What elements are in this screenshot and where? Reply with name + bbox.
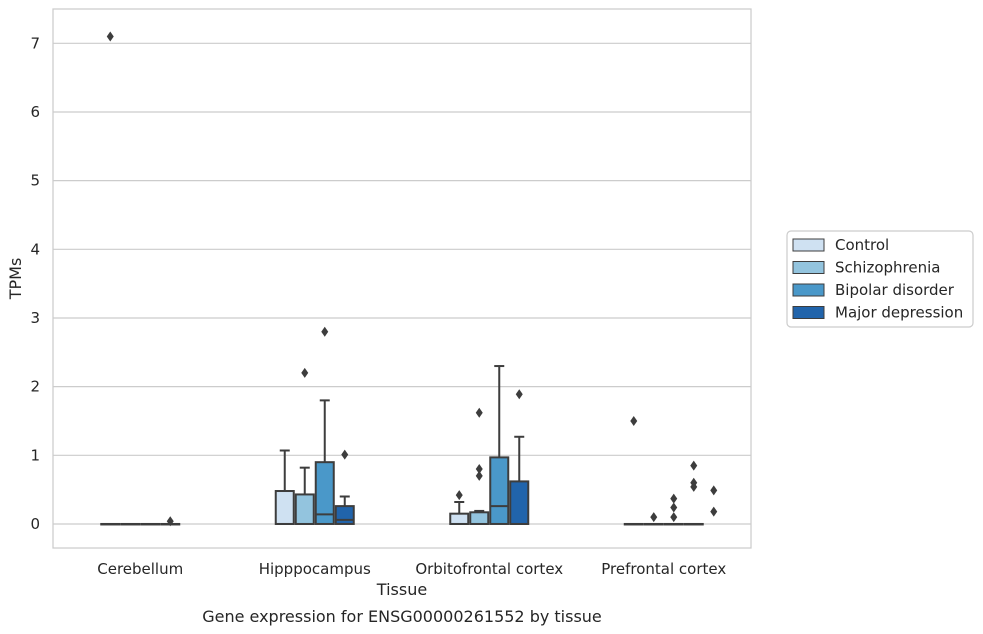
box-major-depression-2	[509, 389, 530, 525]
y-ticks: 0 1 2 3 4 5 6 7	[30, 34, 40, 533]
box-body	[274, 490, 295, 525]
outlier-point	[515, 389, 523, 400]
y-axis-label: TPMs	[6, 258, 25, 301]
y-tick-label-6: 6	[30, 103, 40, 121]
box-body	[509, 480, 530, 525]
box-body	[294, 493, 315, 525]
outlier-point	[630, 415, 638, 426]
legend-label-control: Control	[835, 236, 889, 254]
box-major-depression-3	[683, 460, 704, 526]
box-schizophrenia-3	[643, 512, 664, 526]
legend-label-major-depression: Major depression	[835, 304, 963, 322]
legend-swatch-control	[792, 238, 825, 252]
outlier-point	[690, 460, 698, 471]
outlier-point	[106, 31, 114, 42]
box-body	[469, 511, 490, 525]
y-tick-label-3: 3	[30, 309, 40, 327]
legend-swatch-schizophrenia	[792, 261, 825, 274]
box-body	[449, 512, 470, 525]
outlier-point	[341, 449, 349, 460]
outlier-point	[710, 506, 718, 517]
plot-marks	[100, 31, 718, 527]
outlier-point	[321, 326, 329, 337]
y-tick-label-5: 5	[30, 172, 40, 190]
box-major-depression-1	[334, 449, 355, 525]
outlier-point	[670, 493, 678, 504]
legend-swatch-major-depression	[792, 306, 825, 319]
x-ticks: Cerebellum Hipppocampus Orbitofrontal cort…	[97, 560, 726, 578]
y-tick-label-0: 0	[30, 515, 40, 533]
x-tick-label-prefrontal-cortex: Prefrontal cortex	[601, 560, 726, 578]
x-axis-label: Tissue	[376, 580, 427, 599]
x-tick-label-hipppocampus: Hipppocampus	[259, 560, 371, 578]
chart-caption: Gene expression for ENSG00000261552 by t…	[202, 607, 602, 626]
box-bipolar-disorder-0	[140, 522, 161, 526]
grid-lines	[53, 42, 751, 525]
box-bipolar-disorder-2	[489, 365, 510, 525]
plot-frame	[52, 8, 752, 549]
box-schizophrenia-2	[469, 407, 490, 525]
outlier-point	[301, 367, 309, 378]
box-body	[334, 505, 355, 525]
box-body	[314, 461, 335, 525]
box-major-depression-0	[160, 516, 181, 527]
box-bipolar-disorder-3	[663, 493, 684, 526]
box-control-3	[623, 415, 644, 526]
outlier-point	[166, 516, 174, 527]
outlier-point	[475, 464, 483, 475]
outlier-point	[475, 407, 483, 418]
box-control-2	[449, 490, 470, 525]
y-tick-label-1: 1	[30, 446, 40, 464]
outlier-point	[690, 477, 698, 488]
y-tick-label-7: 7	[30, 34, 40, 52]
box-schizophrenia-0	[120, 522, 141, 526]
y-tick-label-4: 4	[30, 240, 40, 258]
outlier-point	[670, 512, 678, 523]
outlier-point	[670, 502, 678, 513]
outlier-point	[455, 490, 463, 501]
y-tick-label-2: 2	[30, 378, 40, 396]
box-body	[489, 456, 510, 525]
legend-label-bipolar-disorder: Bipolar disorder	[835, 281, 955, 299]
box-schizophrenia-1	[294, 367, 315, 525]
x-tick-label-orbitofrontal-cortex: Orbitofrontal cortex	[415, 560, 563, 578]
legend-label-schizophrenia: Schizophrenia	[835, 259, 940, 277]
legend-frame	[786, 230, 974, 328]
box-control-0	[100, 31, 121, 526]
box-control-1	[274, 449, 295, 525]
outlier-point	[650, 512, 658, 523]
outlier-point	[710, 485, 718, 496]
x-tick-label-cerebellum: Cerebellum	[97, 560, 183, 578]
legend-swatch-bipolar-disorder	[792, 283, 825, 297]
outlier-point	[475, 470, 483, 481]
legend: Control Schizophrenia Bipolar disorder Majo…	[786, 230, 974, 328]
box-bipolar-disorder-1	[314, 326, 335, 525]
